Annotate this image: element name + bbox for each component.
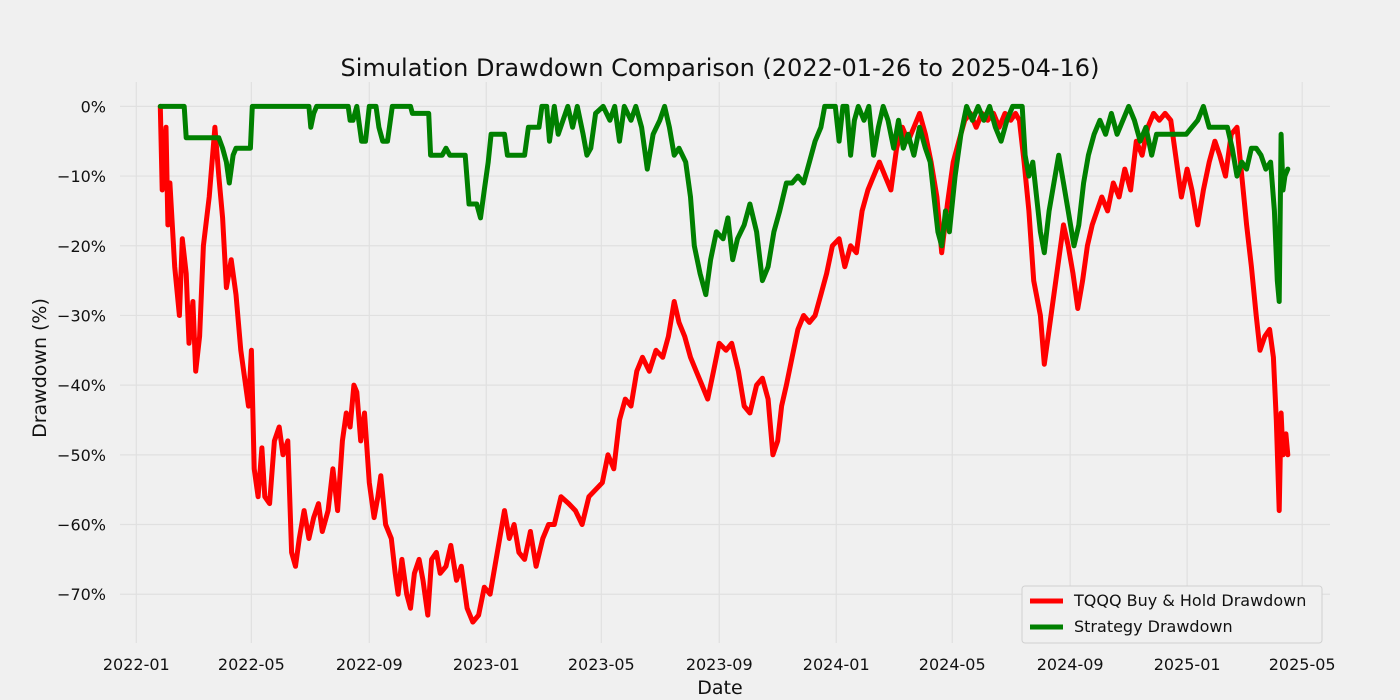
x-tick-label: 2024-05 (919, 655, 986, 674)
y-tick-label: −40% (57, 376, 106, 395)
y-axis-label: Drawdown (%) (29, 298, 51, 438)
x-tick-label: 2025-01 (1154, 655, 1221, 674)
y-tick-label: 0% (81, 97, 106, 116)
x-tick-label: 2022-01 (103, 655, 170, 674)
strategy-drawdown-line (157, 103, 1291, 304)
y-tick-label: −50% (57, 446, 106, 465)
x-tick-label: 2024-09 (1037, 655, 1104, 674)
x-axis-label: Date (697, 677, 742, 699)
y-tick-label: −20% (57, 237, 106, 256)
x-tick-label: 2023-01 (453, 655, 520, 674)
x-tick-label: 2024-01 (803, 655, 870, 674)
y-tick-label: −60% (57, 516, 106, 535)
chart-title: Simulation Drawdown Comparison (2022-01-… (341, 54, 1100, 82)
x-tick-label: 2023-09 (686, 655, 753, 674)
legend-label-tqqq: TQQQ Buy & Hold Drawdown (1073, 591, 1306, 610)
legend: TQQQ Buy & Hold Drawdown Strategy Drawdo… (1021, 585, 1323, 644)
tqqq-drawdown-line (157, 103, 1291, 625)
legend-label-strategy: Strategy Drawdown (1074, 617, 1233, 636)
y-tick-label: −30% (57, 306, 106, 325)
x-tick-label: 2023-05 (568, 655, 635, 674)
tick-labels: 0% −10% −20% −30% −40% −50% −60% −70% 2022-01 202… (57, 97, 1336, 674)
x-tick-label: 2022-05 (218, 655, 285, 674)
legend-box (1021, 585, 1323, 644)
x-tick-label: 2025-05 (1269, 655, 1336, 674)
y-tick-label: −70% (57, 585, 106, 604)
grid (120, 82, 1330, 643)
series-lines (157, 103, 1291, 625)
x-tick-label: 2022-09 (336, 655, 403, 674)
y-tick-label: −10% (57, 167, 106, 186)
